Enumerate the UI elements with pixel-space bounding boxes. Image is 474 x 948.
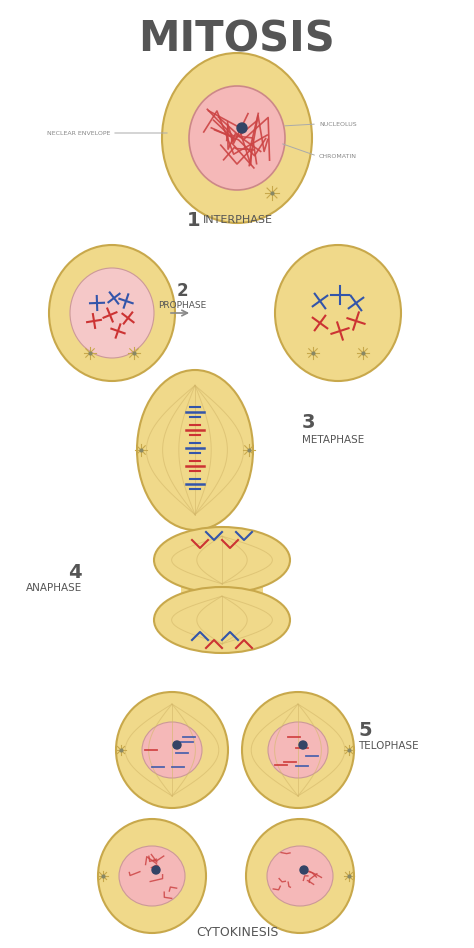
Text: 2: 2: [176, 282, 188, 300]
Text: ANAPHASE: ANAPHASE: [26, 583, 82, 593]
Text: PROPHASE: PROPHASE: [158, 301, 206, 309]
Ellipse shape: [189, 86, 285, 190]
Circle shape: [299, 741, 307, 749]
Ellipse shape: [49, 245, 175, 381]
Ellipse shape: [142, 722, 202, 778]
Ellipse shape: [154, 587, 290, 653]
Ellipse shape: [268, 722, 328, 778]
Text: 1: 1: [186, 210, 200, 229]
Text: 4: 4: [68, 562, 82, 581]
Ellipse shape: [275, 245, 401, 381]
Ellipse shape: [267, 846, 333, 906]
Circle shape: [300, 866, 308, 874]
Ellipse shape: [154, 527, 290, 593]
Text: TELOPHASE: TELOPHASE: [358, 741, 419, 751]
Text: CYTOKINESIS: CYTOKINESIS: [196, 926, 278, 939]
Circle shape: [152, 866, 160, 874]
Text: NUCLEOLUS: NUCLEOLUS: [319, 121, 356, 126]
Ellipse shape: [137, 370, 253, 530]
Ellipse shape: [242, 692, 354, 808]
Ellipse shape: [162, 53, 312, 223]
Text: METAPHASE: METAPHASE: [302, 435, 364, 445]
Text: INTERPHASE: INTERPHASE: [203, 215, 273, 225]
Text: 3: 3: [302, 412, 316, 431]
Ellipse shape: [116, 692, 228, 808]
FancyBboxPatch shape: [181, 557, 263, 623]
Text: 5: 5: [358, 720, 372, 739]
Text: NECLEAR ENVELOPE: NECLEAR ENVELOPE: [46, 131, 110, 136]
Ellipse shape: [119, 846, 185, 906]
Ellipse shape: [98, 819, 206, 933]
Ellipse shape: [246, 819, 354, 933]
Ellipse shape: [70, 268, 154, 358]
Circle shape: [173, 741, 181, 749]
Circle shape: [237, 123, 247, 133]
Text: CHROMATIN: CHROMATIN: [319, 154, 357, 158]
Text: MITOSIS: MITOSIS: [138, 18, 336, 60]
